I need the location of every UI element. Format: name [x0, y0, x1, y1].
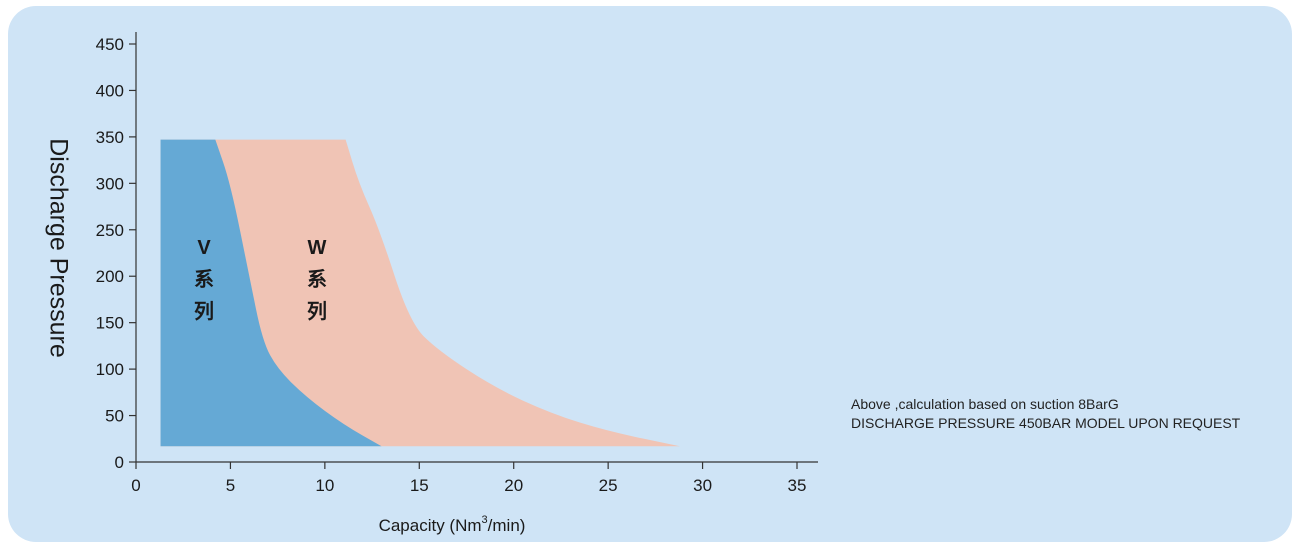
- w-series-label: W 系 列: [297, 232, 337, 328]
- x-tick-label: 35: [788, 476, 807, 495]
- y-tick-label: 400: [96, 81, 124, 100]
- x-axis-title-tail: /min): [488, 516, 526, 535]
- y-axis-title: Discharge Pressure: [44, 138, 73, 358]
- area-series-1: [160, 139, 382, 447]
- calculation-note: Above ,calculation based on suction 8Bar…: [851, 395, 1240, 433]
- x-tick-label: 0: [131, 476, 140, 495]
- y-tick-label: 150: [96, 314, 124, 333]
- w-series-char1: 系: [307, 269, 327, 291]
- v-series-char2: 列: [194, 301, 214, 323]
- y-tick-label: 300: [96, 174, 124, 193]
- x-axis-title: Capacity (Nm3/min): [379, 514, 526, 535]
- note-line-1: Above ,calculation based on suction 8Bar…: [851, 396, 1119, 412]
- y-tick-label: 450: [96, 35, 124, 54]
- x-tick-label: 25: [599, 476, 618, 495]
- y-tick-label: 200: [96, 267, 124, 286]
- x-tick-label: 10: [315, 476, 334, 495]
- v-series-label: V 系 列: [184, 232, 224, 328]
- w-series-letter: W: [307, 237, 327, 259]
- x-tick-label: 30: [693, 476, 712, 495]
- note-line-2: DISCHARGE PRESSURE 450BAR MODEL UPON REQ…: [851, 415, 1241, 431]
- x-tick-label: 15: [410, 476, 429, 495]
- x-axis-title-sup: 3: [482, 514, 488, 526]
- y-tick-label: 0: [115, 453, 124, 472]
- x-axis-title-main: Capacity (Nm: [379, 516, 482, 535]
- y-tick-label: 250: [96, 221, 124, 240]
- w-series-char2: 列: [307, 301, 327, 323]
- v-series-char1: 系: [194, 269, 214, 291]
- y-tick-label: 100: [96, 360, 124, 379]
- v-series-letter: V: [197, 237, 211, 259]
- y-tick-label: 350: [96, 128, 124, 147]
- x-tick-label: 5: [226, 476, 235, 495]
- y-tick-label: 50: [105, 407, 124, 426]
- area-series-0: [160, 139, 680, 447]
- x-tick-label: 20: [504, 476, 523, 495]
